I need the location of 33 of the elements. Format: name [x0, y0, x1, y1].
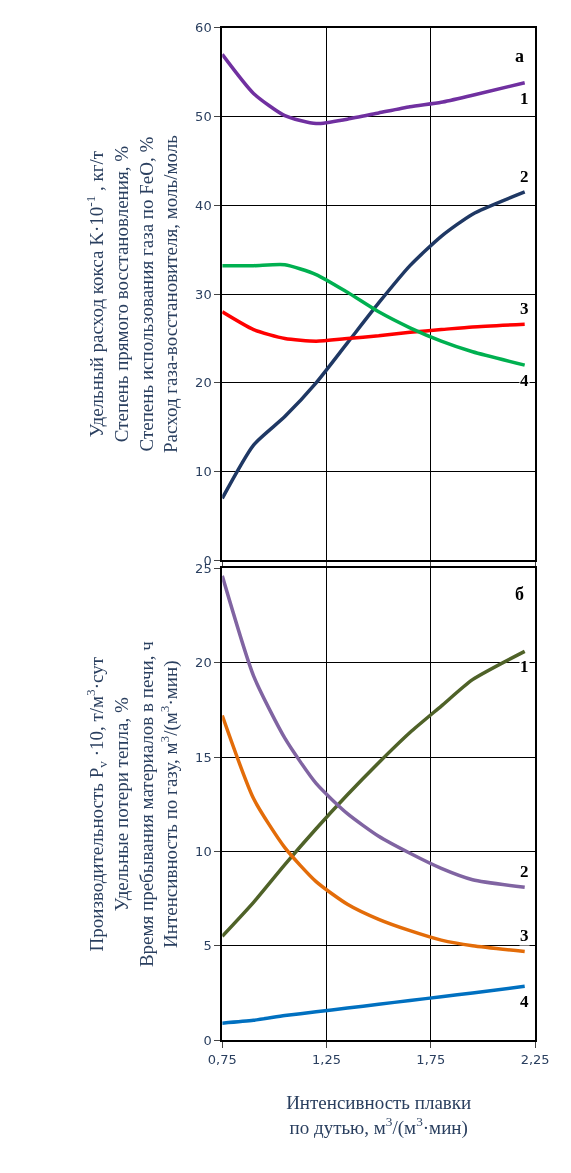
y-tick-label: 5	[203, 938, 212, 954]
x-axis-title: Интенсивность плавки по дутью, м$^{3}$/(м$^{3}$·мин)	[286, 1092, 472, 1139]
annotation: а	[515, 46, 524, 66]
y-tick-label: 60	[195, 20, 212, 36]
y-tick-label: 10	[195, 843, 212, 859]
x-tick-label: 1,75	[416, 1051, 446, 1067]
series-label: 4	[520, 371, 529, 390]
x-tick-label: 2,25	[520, 1051, 550, 1067]
y-tick-label: 40	[195, 197, 212, 213]
y-tick-label: 15	[195, 749, 212, 765]
annotation: б	[515, 584, 524, 604]
series-label: 3	[520, 926, 529, 945]
y-tick-label: 20	[195, 655, 212, 671]
y-tick-label: 0	[203, 1032, 212, 1048]
x-tick-label: 1,25	[312, 1051, 342, 1067]
line-series	[222, 574, 527, 890]
series-label: 1	[520, 89, 529, 108]
series-label: 2	[520, 862, 529, 881]
series-label: 2	[520, 167, 529, 186]
y-tick-label: 30	[195, 286, 212, 302]
y-tick-label: 20	[195, 375, 212, 391]
line-series	[222, 52, 527, 126]
line-series	[222, 984, 527, 1025]
y-tick-label: 10	[195, 464, 212, 480]
line-series	[222, 190, 527, 501]
series-label: 4	[520, 992, 529, 1011]
x-tick-label: 0,75	[207, 1051, 237, 1067]
y-tick-label: 50	[195, 109, 212, 125]
line-series	[222, 262, 527, 367]
line-series	[222, 713, 527, 954]
series-label: 3	[520, 299, 529, 318]
line-series	[222, 649, 527, 939]
series-label: 1	[520, 657, 529, 676]
